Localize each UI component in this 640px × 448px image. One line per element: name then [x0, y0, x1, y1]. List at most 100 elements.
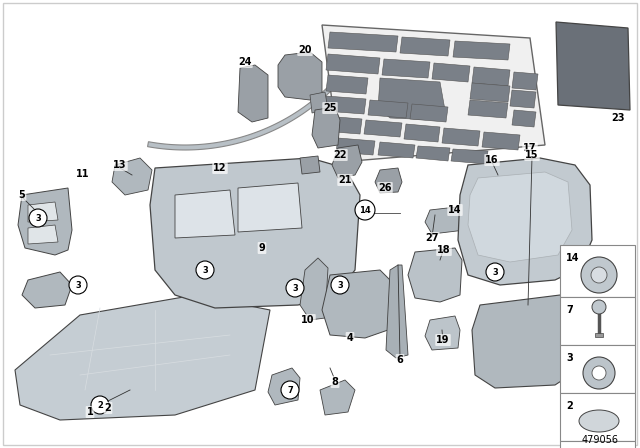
Circle shape [527, 172, 543, 188]
Polygon shape [556, 22, 630, 110]
Bar [560, 245, 635, 297]
Circle shape [336, 293, 360, 317]
Text: 7: 7 [287, 385, 293, 395]
Circle shape [358, 290, 382, 314]
Polygon shape [326, 54, 380, 74]
Polygon shape [18, 188, 72, 255]
Polygon shape [468, 100, 508, 118]
Polygon shape [175, 190, 235, 238]
Text: 23: 23 [611, 113, 625, 123]
Polygon shape [336, 138, 375, 155]
Polygon shape [28, 225, 58, 244]
Polygon shape [453, 41, 510, 60]
Polygon shape [220, 260, 258, 280]
Text: 6: 6 [397, 355, 403, 365]
Circle shape [592, 366, 606, 380]
Text: 27: 27 [425, 233, 439, 243]
Circle shape [241, 241, 259, 259]
Text: 2: 2 [97, 401, 103, 409]
Polygon shape [442, 128, 480, 146]
Polygon shape [150, 158, 360, 308]
Polygon shape [482, 132, 520, 150]
Circle shape [286, 279, 304, 297]
Text: 16: 16 [485, 155, 499, 165]
Polygon shape [400, 37, 450, 56]
Circle shape [29, 209, 47, 227]
Text: 3: 3 [75, 280, 81, 289]
Text: 14: 14 [448, 205, 461, 215]
Polygon shape [300, 258, 328, 320]
Polygon shape [112, 158, 152, 195]
Polygon shape [368, 100, 408, 118]
Polygon shape [472, 295, 580, 388]
Circle shape [91, 396, 109, 414]
Polygon shape [324, 96, 366, 114]
Text: 13: 13 [113, 160, 127, 170]
Polygon shape [310, 92, 328, 113]
Text: 8: 8 [332, 377, 339, 387]
Polygon shape [28, 202, 58, 222]
Bar [560, 441, 635, 448]
Polygon shape [205, 248, 285, 305]
Polygon shape [470, 83, 510, 102]
Text: 3: 3 [202, 266, 208, 275]
Text: 3: 3 [292, 284, 298, 293]
Circle shape [581, 257, 617, 293]
Polygon shape [512, 110, 536, 127]
Text: 12: 12 [213, 163, 227, 173]
Text: 479056: 479056 [582, 435, 618, 445]
Circle shape [208, 251, 222, 265]
Polygon shape [472, 67, 510, 86]
Polygon shape [320, 380, 355, 415]
Circle shape [583, 357, 615, 389]
Polygon shape [425, 316, 460, 350]
Circle shape [486, 263, 504, 281]
Text: 3: 3 [566, 353, 573, 363]
Polygon shape [416, 146, 450, 161]
Polygon shape [408, 248, 462, 302]
Text: 14: 14 [566, 253, 579, 263]
Polygon shape [378, 78, 445, 120]
Polygon shape [332, 145, 362, 178]
Polygon shape [386, 265, 408, 358]
Polygon shape [278, 52, 322, 100]
Text: 18: 18 [437, 245, 451, 255]
Bar [560, 393, 635, 441]
Circle shape [281, 381, 299, 399]
Circle shape [355, 200, 375, 220]
Text: 1: 1 [86, 407, 93, 417]
Text: 26: 26 [378, 183, 392, 193]
Text: 14: 14 [359, 206, 371, 215]
Polygon shape [15, 295, 270, 420]
Circle shape [592, 300, 606, 314]
Text: 3: 3 [35, 214, 41, 223]
Circle shape [591, 267, 607, 283]
Polygon shape [468, 172, 572, 262]
Text: 10: 10 [301, 315, 315, 325]
Polygon shape [382, 59, 430, 78]
Polygon shape [322, 25, 545, 162]
Polygon shape [322, 270, 390, 338]
Polygon shape [328, 32, 398, 52]
Polygon shape [458, 158, 592, 285]
Polygon shape [410, 104, 448, 122]
Polygon shape [512, 72, 538, 90]
Circle shape [69, 276, 87, 294]
Text: 21: 21 [339, 175, 352, 185]
Ellipse shape [579, 410, 619, 432]
Text: 25: 25 [323, 103, 337, 113]
Polygon shape [326, 75, 368, 94]
Polygon shape [268, 368, 300, 405]
Polygon shape [300, 156, 320, 174]
Text: 3: 3 [337, 280, 343, 289]
Circle shape [331, 276, 349, 294]
Text: 19: 19 [436, 335, 450, 345]
Text: 22: 22 [333, 150, 347, 160]
Bar [595, 333, 603, 337]
Polygon shape [238, 65, 268, 122]
Polygon shape [312, 107, 340, 148]
Text: 17: 17 [524, 143, 537, 153]
Text: 2: 2 [566, 401, 573, 411]
Text: 3: 3 [492, 267, 498, 276]
Polygon shape [364, 120, 402, 137]
